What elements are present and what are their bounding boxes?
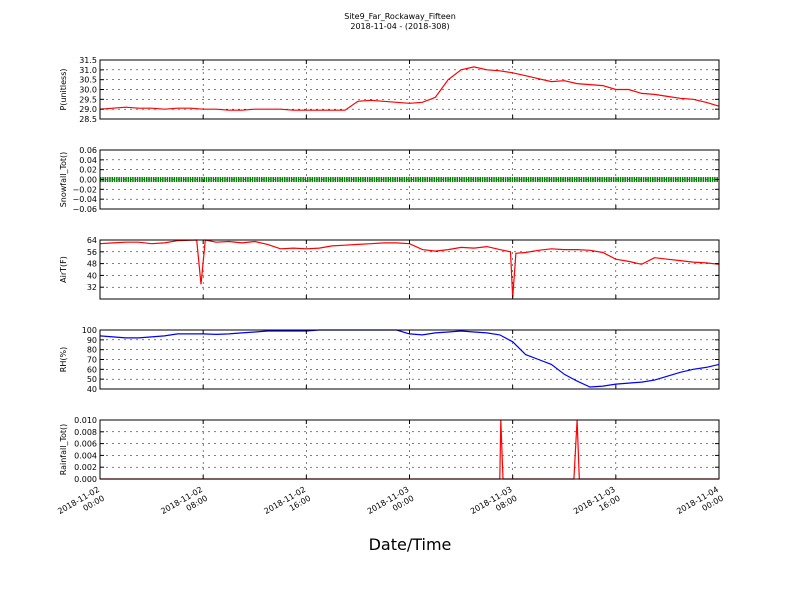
y-tick-label: 0.04 <box>79 156 97 165</box>
y-axis-label: RH(%) <box>59 347 68 372</box>
y-axis-label: Snowfall_Tot() <box>59 152 68 208</box>
chart-subtitle: 2018-11-04 - (2018-308) <box>350 22 449 31</box>
series-line <box>99 329 720 388</box>
y-tick-label: 0.02 <box>79 166 97 175</box>
y-axis-label: Rainfall_Tot() <box>59 424 68 476</box>
y-tick-label: 80 <box>87 346 97 355</box>
plot-frame <box>99 329 720 390</box>
x-tick-label: 2018-11-0300:00 <box>366 485 416 525</box>
y-tick-label: 28.5 <box>79 115 97 124</box>
panel-2: −0.06−0.04−0.020.000.020.040.06 Snowfall_… <box>59 146 720 214</box>
series-line <box>99 239 720 298</box>
x-tick-label: 2018-11-0200:00 <box>56 485 106 525</box>
y-tick-label: 0.06 <box>79 146 97 155</box>
y-tick-label: 0.004 <box>74 451 97 460</box>
y-tick-label: 30.0 <box>79 86 97 95</box>
y-tick-label: 0.00 <box>79 176 97 185</box>
y-tick-label: 50 <box>87 375 97 384</box>
y-tick-label: 70 <box>87 356 97 365</box>
y-tick-label: 0.000 <box>74 475 97 484</box>
y-tick-label: 100 <box>82 326 97 335</box>
series-line <box>100 419 719 480</box>
y-tick-label: −0.06 <box>72 205 97 214</box>
y-tick-label: 64 <box>87 236 97 245</box>
y-tick-label: 60 <box>87 365 97 374</box>
panel-1: 28.529.029.530.030.531.031.5 P(unitless) <box>59 56 720 124</box>
panel-5: 0.000 0.002 0.004 0.006 0.008 0.010 Rainfall_T… <box>59 416 720 484</box>
y-tick-label: −0.02 <box>72 185 97 194</box>
x-tick-label: 2018-11-0216:00 <box>263 485 313 525</box>
series-line <box>99 66 720 111</box>
y-tick-label: 0.006 <box>74 440 97 449</box>
y-tick-label: 90 <box>87 336 97 345</box>
x-tick-label: 2018-11-0316:00 <box>572 485 622 525</box>
y-tick-label: 0.008 <box>74 428 97 437</box>
plot-frame <box>99 419 720 480</box>
y-axis-label: P(unitless) <box>59 68 68 110</box>
chart-panels: 28.529.029.530.030.531.031.5 P(unitless) −… <box>56 56 725 525</box>
y-tick-label: 40 <box>87 271 97 280</box>
y-tick-label: 0.002 <box>74 463 97 472</box>
plot-frame <box>99 239 720 300</box>
x-tick-label: 2018-11-0208:00 <box>159 485 209 525</box>
y-tick-label: 0.010 <box>74 416 97 425</box>
y-tick-label: 31.0 <box>79 66 97 75</box>
y-tick-label: 56 <box>87 248 97 257</box>
y-tick-label: 30.5 <box>79 76 97 85</box>
x-tick-label: 2018-11-0308:00 <box>469 485 519 525</box>
y-tick-label: 31.5 <box>79 56 97 65</box>
y-tick-label: 32 <box>87 283 97 292</box>
y-tick-label: −0.04 <box>72 195 97 204</box>
y-tick-label: 40 <box>87 385 97 394</box>
x-axis-label: Date/Time <box>369 535 452 554</box>
panel-3: 32 40 48 56 64 AirT(F) <box>59 236 720 300</box>
y-tick-label: 29.0 <box>79 105 97 114</box>
x-tick-label: 2018-11-0400:00 <box>675 485 725 525</box>
y-axis-label: AirT(F) <box>59 256 68 283</box>
chart-title: Site9_Far_Rockaway_Fifteen <box>344 12 456 21</box>
y-tick-label: 48 <box>87 260 97 269</box>
y-tick-label: 29.5 <box>79 95 97 104</box>
